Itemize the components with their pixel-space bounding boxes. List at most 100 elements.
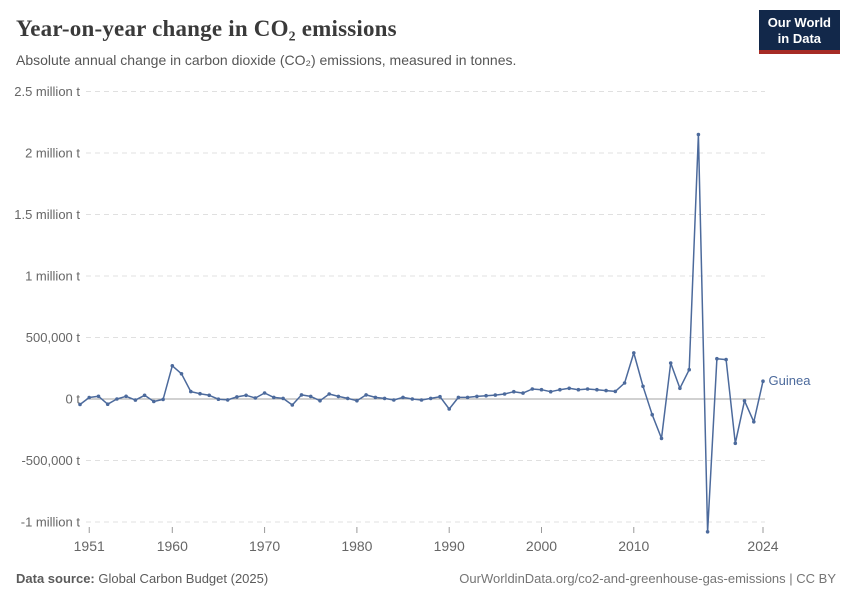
data-point[interactable] [438,394,442,399]
x-axis-label: 1980 [341,538,372,554]
owid-logo-line1: Our World [767,15,831,30]
data-source-value: Global Carbon Budget (2025) [94,571,269,586]
y-axis-label: -500,000 t [21,453,80,468]
data-point[interactable] [595,387,599,392]
data-point[interactable] [539,387,544,392]
data-point[interactable] [401,395,405,400]
x-axis-label: 1990 [434,538,465,554]
data-point[interactable] [142,393,147,398]
data-point[interactable] [428,396,433,401]
x-axis-label: 1951 [74,538,105,554]
data-point[interactable] [465,395,470,400]
data-point[interactable] [512,389,516,394]
data-point[interactable] [705,530,710,534]
data-point[interactable] [225,398,230,402]
data-point[interactable] [475,394,479,399]
data-point[interactable] [216,397,221,402]
data-point[interactable] [696,132,701,137]
data-point[interactable] [576,387,581,392]
data-point[interactable] [345,396,350,401]
data-point[interactable] [336,394,341,399]
y-axis-label: -1 million t [21,515,81,530]
data-point[interactable] [493,393,498,397]
data-point[interactable] [373,395,378,400]
data-point[interactable] [687,367,691,372]
owid-logo-line2: in Data [777,31,822,46]
data-point[interactable] [133,398,138,402]
data-point[interactable] [752,420,756,424]
data-point[interactable] [318,398,322,403]
chart-header: Year-on-year change in CO₂ emissions Abs… [16,14,750,69]
data-point[interactable] [733,441,738,446]
data-point[interactable] [179,372,184,376]
data-point[interactable] [650,412,654,417]
y-axis-label: 1 million t [25,269,80,284]
data-point[interactable] [678,386,682,391]
data-point[interactable] [161,397,165,402]
data-point[interactable] [668,361,673,365]
data-point[interactable] [724,357,728,362]
data-point[interactable] [456,395,461,400]
chart-title: Year-on-year change in CO₂ emissions [16,16,397,41]
data-point[interactable] [641,384,645,389]
data-point[interactable] [558,387,562,392]
data-point[interactable] [613,389,618,394]
data-point[interactable] [585,387,590,391]
data-point[interactable] [355,398,359,403]
data-point[interactable] [447,407,452,411]
data-point[interactable] [244,393,248,398]
y-axis-label: 2.5 million t [14,84,80,99]
data-point[interactable] [761,379,765,384]
entity-label[interactable]: Guinea [769,373,812,388]
data-point[interactable] [419,398,424,402]
chart-footer: Data source: Global Carbon Budget (2025)… [16,571,836,587]
data-point[interactable] [392,398,396,402]
y-axis-label: 0 t [66,392,81,407]
data-point[interactable] [189,389,193,394]
line-chart: 2.5 million t 2 million t 1.5 million t 1 m… [14,84,812,554]
data-point[interactable] [308,394,313,399]
data-point[interactable] [659,436,664,441]
data-point[interactable] [290,403,295,407]
data-point[interactable] [124,394,128,399]
data-point[interactable] [327,392,332,396]
data-point[interactable] [262,391,267,395]
data-point[interactable] [235,395,239,399]
data-point[interactable] [281,396,285,401]
y-axis-label: 2 million t [25,146,80,161]
data-point[interactable] [364,393,368,397]
data-point[interactable] [410,397,415,401]
data-point[interactable] [105,402,110,407]
data-point[interactable] [253,396,258,400]
data-point[interactable] [152,399,156,404]
data-point[interactable] [207,393,211,398]
data-point[interactable] [604,388,608,393]
data-point[interactable] [742,399,747,403]
x-axis-label: 2000 [526,538,557,554]
data-point[interactable] [272,395,276,400]
data-point[interactable] [78,402,82,407]
data-point[interactable] [170,364,175,368]
data-source-note: Data source: Global Carbon Budget (2025) [16,571,268,587]
x-axis-label: 1960 [157,538,188,554]
data-point[interactable] [96,394,101,399]
data-point[interactable] [715,356,719,361]
data-point[interactable] [87,395,91,400]
data-point[interactable] [115,397,119,401]
data-point[interactable] [299,393,304,397]
data-point[interactable] [198,391,202,396]
data-point[interactable] [382,396,387,401]
series-line[interactable] [79,133,764,533]
owid-logo[interactable]: Our World in Data [758,10,840,54]
data-point[interactable] [567,386,571,391]
data-point[interactable] [622,381,627,385]
y-axis-label: 1.5 million t [14,207,80,222]
data-point[interactable] [521,391,525,395]
license-note: OurWorldinData.org/co2-and-greenhouse-ga… [459,571,836,586]
data-point[interactable] [484,393,488,398]
chart-subtitle: Absolute annual change in carbon dioxide… [16,52,517,68]
data-point[interactable] [530,387,535,391]
data-point[interactable] [548,389,553,394]
data-point[interactable] [632,351,636,355]
data-point[interactable] [502,392,507,396]
